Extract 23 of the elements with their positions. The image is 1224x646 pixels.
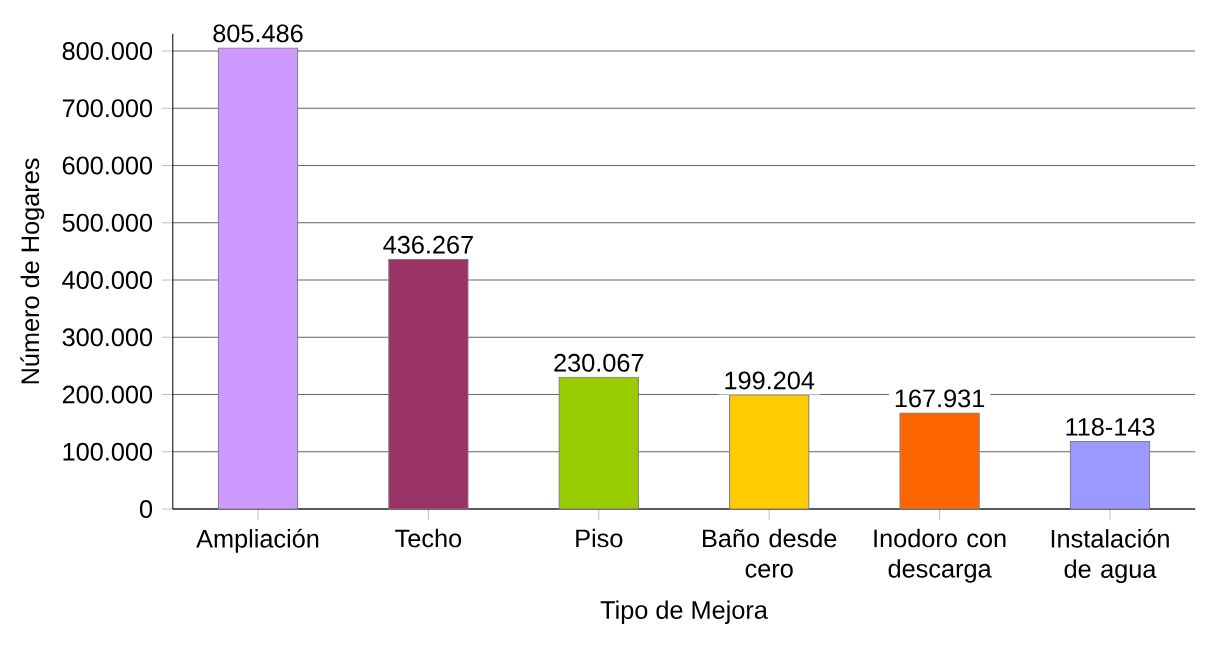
data-label: 805.486 xyxy=(213,24,303,43)
data-label: 436.267 xyxy=(383,235,473,254)
x-tick-label: Ampliación xyxy=(196,528,319,553)
x-tick-label: Instalación de agua xyxy=(1051,528,1169,584)
x-axis-title: Tipo de Mejora xyxy=(600,600,768,625)
data-label: 167.931 xyxy=(895,389,985,408)
y-tick-label: 800.000 xyxy=(62,42,153,61)
x-tick-label: Baño desde cero xyxy=(703,528,837,578)
data-label: 230.067 xyxy=(554,353,644,372)
y-axis-title: Número de Hogares xyxy=(20,158,45,384)
y-tick-label: 200.000 xyxy=(62,385,153,404)
y-tick-label: 600.000 xyxy=(62,156,153,175)
y-tick-label: 400.000 xyxy=(62,271,153,290)
y-tick-label: 100.000 xyxy=(63,442,153,461)
data-label: 199.204 xyxy=(725,371,815,390)
x-tick-label: Piso xyxy=(576,528,623,548)
y-tick-label: 300.000 xyxy=(62,328,153,347)
y-tick-label: 0 xyxy=(139,500,153,519)
x-tick-label: Inodoro con descarga xyxy=(874,528,1006,583)
y-tick-label: 500.000 xyxy=(62,213,153,232)
y-tick-label: 700.000 xyxy=(62,99,153,118)
x-tick-label: Techo xyxy=(395,528,462,548)
data-label: 118-143 xyxy=(1066,418,1155,436)
